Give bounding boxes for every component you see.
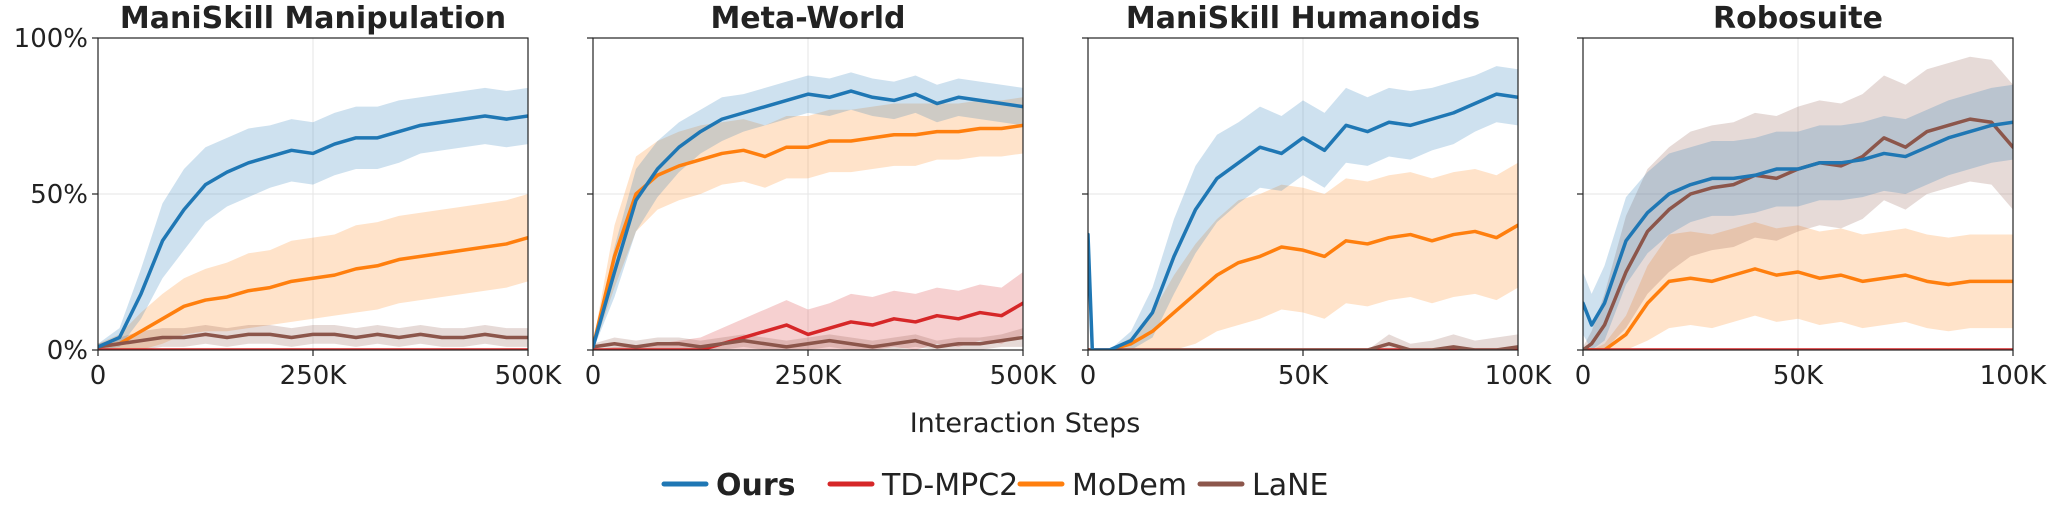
panel-meta-world: Meta-World 0 250K 500K xyxy=(585,1,1058,391)
line-ours xyxy=(1088,92,1518,350)
line-modem xyxy=(1088,223,1518,350)
line-lane xyxy=(1583,117,2013,350)
line-modem xyxy=(98,235,528,349)
x-tick-label: 100K xyxy=(1485,361,1553,391)
y-tick-label: 100% xyxy=(14,24,88,54)
band-modem xyxy=(1088,162,1518,350)
band-modem xyxy=(1583,222,2013,350)
legend: Ours TD-MPC2 MoDem LaNE xyxy=(661,468,1329,503)
legend-label: Ours xyxy=(716,468,796,503)
y-tick-label: 0% xyxy=(47,336,88,366)
legend-label: MoDem xyxy=(1072,468,1187,503)
band-lane xyxy=(1088,334,1518,350)
band-lane xyxy=(98,325,528,350)
line-modem xyxy=(593,123,1023,349)
panel-title: ManiSkill Humanoids xyxy=(1126,1,1480,36)
x-tick-label: 0 xyxy=(585,361,602,391)
x-axis-label: Interaction Steps xyxy=(910,408,1141,439)
legend-item-modem: MoDem xyxy=(1017,468,1187,503)
x-tick-label: 250K xyxy=(280,361,348,391)
line-ours xyxy=(98,114,528,349)
x-tick-label: 500K xyxy=(990,361,1058,391)
x-tick-label: 0 xyxy=(90,361,107,391)
panel-robosuite: Robosuite 0 50K 100K xyxy=(1575,1,2048,391)
x-tick-label: 50K xyxy=(1278,361,1329,391)
legend-label: LaNE xyxy=(1252,468,1329,503)
band-ours xyxy=(593,72,1023,350)
panels: ManiSkill Manipulation 0 250K 500K 0% 50% 100%… xyxy=(14,1,2048,391)
panel-maniskill-humanoids: ManiSkill Humanoids 0 50K 100K xyxy=(1080,1,1553,391)
x-tick-label: 0 xyxy=(1080,361,1097,391)
legend-item-lane: LaNE xyxy=(1197,468,1329,503)
band-lane xyxy=(1583,56,2013,350)
legend-item-ours: Ours xyxy=(661,468,796,503)
panel-title: Meta-World xyxy=(710,1,905,36)
legend-item-td-mpc2: TD-MPC2 xyxy=(827,468,1018,503)
x-tick-label: 100K xyxy=(1980,361,2048,391)
line-modem xyxy=(1583,267,2013,350)
y-tick-label: 50% xyxy=(30,180,88,210)
legend-label: TD-MPC2 xyxy=(881,468,1018,503)
panel-title: ManiSkill Manipulation xyxy=(120,1,506,36)
band-lane xyxy=(593,328,1023,350)
band-modem xyxy=(98,194,528,350)
band-tdmpc2 xyxy=(593,272,1023,350)
line-ours xyxy=(1583,120,2013,327)
panel-maniskill-manipulation: ManiSkill Manipulation 0 250K 500K 0% 50% 100% xyxy=(14,1,563,391)
line-tdmpc2 xyxy=(593,301,1023,350)
line-lane xyxy=(593,335,1023,349)
x-tick-label: 500K xyxy=(495,361,563,391)
panel-title: Robosuite xyxy=(1713,1,1883,36)
x-tick-label: 250K xyxy=(775,361,843,391)
plot-area xyxy=(1088,66,1518,350)
line-lane xyxy=(1088,342,1518,350)
line-lane xyxy=(98,332,528,349)
plot-area xyxy=(1583,56,2013,350)
line-ours xyxy=(593,89,1023,349)
x-tick-label: 0 xyxy=(1575,361,1592,391)
band-ours xyxy=(98,87,528,350)
band-ours xyxy=(1088,66,1518,350)
plot-area xyxy=(593,72,1023,350)
x-tick-label: 50K xyxy=(1773,361,1824,391)
plot-area xyxy=(98,87,528,350)
band-ours xyxy=(1583,84,2013,350)
